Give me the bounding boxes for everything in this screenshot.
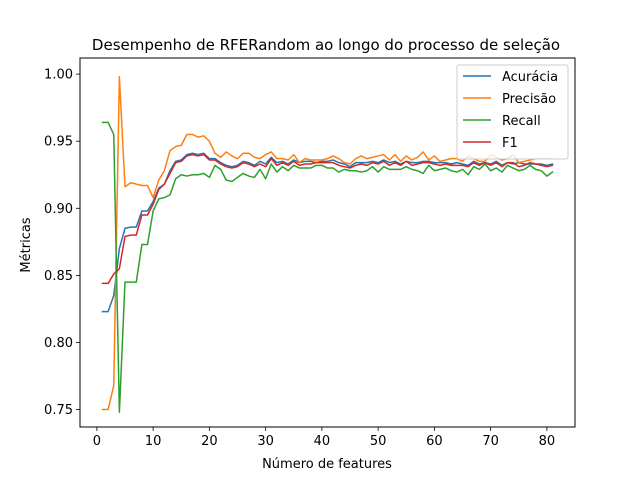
y-axis-title: Métricas bbox=[19, 217, 34, 272]
legend: Acurácia Precisão Recall F1 bbox=[456, 64, 569, 160]
series-line-1 bbox=[101, 76, 554, 411]
y-tick-label: 1.00 bbox=[44, 68, 73, 83]
series-line-3 bbox=[101, 153, 554, 285]
y-tick-label: 0.85 bbox=[44, 269, 73, 284]
series-line-2 bbox=[101, 121, 554, 413]
x-tick-label: 10 bbox=[145, 434, 162, 449]
y-axis: 0.75 0.80 0.85 0.90 0.95 1.00 bbox=[44, 68, 80, 418]
x-tick-label: 20 bbox=[201, 434, 218, 449]
x-tick-label: 0 bbox=[93, 434, 101, 449]
x-tick-label: 60 bbox=[426, 434, 443, 449]
plot-lines bbox=[101, 76, 554, 413]
x-axis: 0 10 20 30 40 50 60 70 80 bbox=[93, 427, 555, 449]
x-tick-label: 70 bbox=[482, 434, 499, 449]
x-tick-label: 80 bbox=[539, 434, 556, 449]
y-tick-label: 0.75 bbox=[44, 403, 73, 418]
y-tick-label: 0.80 bbox=[44, 336, 73, 351]
legend-label: Recall bbox=[502, 114, 541, 129]
plot-area-frame bbox=[79, 57, 576, 428]
legend-box bbox=[456, 64, 569, 160]
x-axis-title: Número de features bbox=[262, 457, 392, 472]
legend-label: F1 bbox=[502, 136, 518, 151]
x-tick-label: 30 bbox=[257, 434, 274, 449]
x-tick-label: 50 bbox=[370, 434, 387, 449]
legend-label: Precisão bbox=[502, 92, 556, 107]
y-tick-label: 0.90 bbox=[44, 202, 73, 217]
chart-title: Desempenho de RFERandom ao longo do proc… bbox=[92, 36, 560, 54]
x-tick-label: 40 bbox=[314, 434, 331, 449]
series-line-0 bbox=[101, 152, 554, 313]
legend-label: Acurácia bbox=[502, 70, 558, 85]
y-tick-label: 0.95 bbox=[44, 135, 73, 150]
